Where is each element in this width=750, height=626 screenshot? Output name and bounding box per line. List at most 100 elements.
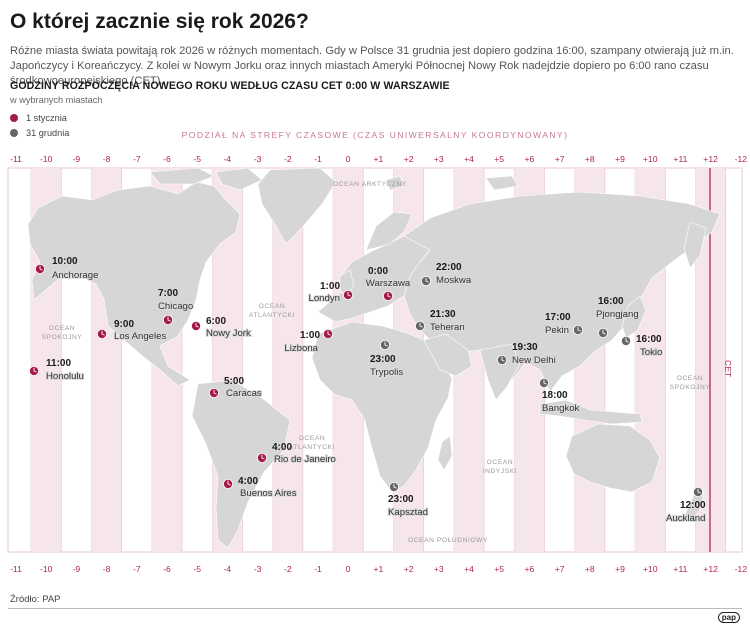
city-time: 11:00 <box>46 358 71 369</box>
city-name: Buenos Aires <box>240 488 297 499</box>
city-name: Trypolis <box>370 367 403 378</box>
land-scandinavia <box>365 211 413 251</box>
city-marker-auckland: 12:00 Auckland <box>665 486 706 525</box>
timezone-label: +3 <box>434 154 444 164</box>
city-time: 1:00 <box>320 281 340 292</box>
city-time: 23:00 <box>388 494 414 505</box>
timezone-label: 0 <box>346 564 351 574</box>
city-time: 0:00 <box>368 266 388 277</box>
footer-divider <box>8 608 742 609</box>
ocean-indian-1: OCEAN <box>487 459 513 466</box>
land-india <box>479 343 521 401</box>
city-name: Chicago <box>158 301 193 312</box>
city-marker-kapsztad: 23:00 Kapsztad <box>387 481 429 519</box>
timezone-label: +10 <box>643 154 658 164</box>
city-marker-trypolis: 23:00 Trypolis <box>369 339 404 379</box>
timezone-label: +3 <box>434 564 444 574</box>
timezone-label: -10 <box>40 154 53 164</box>
timezone-label: +2 <box>404 154 414 164</box>
city-time: 5:00 <box>224 376 244 387</box>
city-marker-new-delhi: 19:30 New Delhi <box>496 342 557 367</box>
timezone-label: -12 <box>735 564 748 574</box>
city-name: Kapsztad <box>388 507 428 518</box>
city-name: Auckland <box>666 513 705 524</box>
land-greenland <box>257 167 337 245</box>
timezone-label: +11 <box>673 564 687 574</box>
city-marker-lizbona: 1:00 Lizbona <box>283 328 333 355</box>
timezone-label: -9 <box>73 564 81 574</box>
city-time: 9:00 <box>114 319 134 330</box>
city-time: 12:00 <box>680 500 706 511</box>
clock-icon <box>10 114 18 122</box>
land-arabia <box>423 333 473 377</box>
timezone-label: +5 <box>494 154 504 164</box>
ocean-pacific-w-2: SPOKOJNY <box>42 334 83 341</box>
timezone-label: +12 <box>703 154 718 164</box>
city-time: 16:00 <box>598 296 624 307</box>
timezone-label: -1 <box>314 154 322 164</box>
timezone-label: -7 <box>133 154 141 164</box>
city-name: Lizbona <box>284 343 318 354</box>
timezone-label: -3 <box>254 154 262 164</box>
city-name: Moskwa <box>436 275 472 286</box>
timezone-label: +10 <box>643 564 658 574</box>
ocean-atlantic-s-1: OCEAN <box>299 435 325 442</box>
lead-paragraph: Różne miasta świata powitają rok 2026 w … <box>10 45 734 87</box>
city-name: Los Angeles <box>114 331 166 342</box>
land-svalbard <box>385 175 519 191</box>
city-name: Caracas <box>226 388 262 399</box>
city-marker-bangkok: 18:00 Bangkok <box>539 377 581 415</box>
city-time: 22:00 <box>436 262 462 273</box>
land-asia <box>403 191 721 393</box>
city-marker-teheran: 21:30 Teheran <box>414 309 466 334</box>
land-africa <box>311 321 453 493</box>
timezone-label: -1 <box>314 564 322 574</box>
city-marker-honolulu: 11:00 Honolulu <box>28 358 85 383</box>
timezone-label: +6 <box>524 154 534 164</box>
timezone-label: -5 <box>193 154 201 164</box>
land-kamchatka <box>683 221 707 269</box>
legend-dec31: 31 grudnia <box>10 128 69 138</box>
city-marker-chicago: 7:00 Chicago <box>157 288 194 325</box>
city-time: 1:00 <box>300 330 320 341</box>
timezone-label: +11 <box>673 154 687 164</box>
city-marker-pjongjang: 16:00 Pjongjang <box>595 296 640 338</box>
city-time: 4:00 <box>238 476 258 487</box>
city-marker-anchorage: 10:00 Anchorage <box>35 256 99 282</box>
map-subtitle: GODZINY ROZPOCZĘCIA NOWEGO ROKU WEDŁUG C… <box>10 80 450 92</box>
city-name: Londyn <box>309 293 340 304</box>
legend-jan1-label: 1 stycznia <box>26 113 67 123</box>
timezone-labels-bottom: -11 -10 -9 -8 -7 -6 -5 -4 -3 -2 -1 0 +1 +2 +3 +4 +5 +6 +7 +… <box>10 564 748 574</box>
city-time: 18:00 <box>542 390 568 401</box>
map-subtitle-note: w wybranych miastach <box>10 95 103 105</box>
timezone-label: -6 <box>163 154 171 164</box>
ocean-atlantic-n-2: ATLANTYCKI <box>249 312 295 319</box>
timezone-label: +8 <box>585 154 595 164</box>
timezone-label: +9 <box>615 564 625 574</box>
city-name: New Delhi <box>512 355 556 366</box>
city-name: Bangkok <box>542 403 580 414</box>
city-name: Anchorage <box>52 270 98 281</box>
timezone-label: -7 <box>133 564 141 574</box>
city-time: 17:00 <box>545 312 571 323</box>
land-canada-islands <box>149 167 263 191</box>
source-note: Źródło: PAP <box>10 594 61 605</box>
city-name: Pekin <box>545 325 569 336</box>
timezone-label: -9 <box>73 154 81 164</box>
timezone-label: -11 <box>10 564 22 574</box>
timezone-label: -12 <box>735 154 748 164</box>
city-name: Teheran <box>430 322 465 333</box>
city-marker-moskwa: 22:00 Moskwa <box>420 262 473 287</box>
ocean-southern: OCEAN POŁUDNIOWY <box>408 537 488 544</box>
city-time: 16:00 <box>636 334 662 345</box>
ocean-labels: OCEAN ARKTYCZNY OCEAN SPOKOJNY OCEAN ATL… <box>42 181 711 544</box>
legend-jan1: 1 stycznia <box>10 113 67 123</box>
ocean-pacific-e-2: SPOKOJNY <box>670 384 711 391</box>
city-time: 4:00 <box>272 442 292 453</box>
timezone-label: +4 <box>464 564 474 574</box>
city-time: 6:00 <box>206 316 226 327</box>
timezone-label: +5 <box>494 564 504 574</box>
